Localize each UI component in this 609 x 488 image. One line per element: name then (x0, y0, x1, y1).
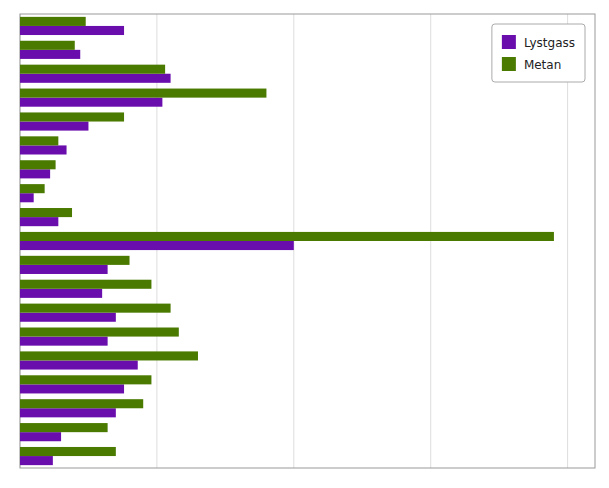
bar (20, 360, 138, 369)
bar (20, 112, 124, 121)
bar (20, 169, 50, 178)
bar (20, 217, 58, 226)
bar (20, 327, 179, 336)
plot-frame (20, 14, 595, 468)
bar (20, 232, 554, 241)
bar (20, 65, 165, 74)
bar (20, 26, 124, 35)
bar (20, 41, 75, 50)
bar (20, 184, 45, 193)
bar (20, 289, 102, 298)
legend-swatch (502, 35, 516, 49)
bar (20, 193, 34, 202)
bar (20, 432, 61, 441)
legend-label: Lystgass (524, 36, 575, 50)
bar (20, 304, 171, 313)
bar (20, 265, 108, 274)
bar (20, 50, 80, 59)
bar (20, 423, 108, 432)
bar (20, 160, 56, 169)
bar (20, 122, 88, 131)
legend-label: Metan (524, 58, 561, 72)
bar (20, 98, 162, 107)
bar (20, 136, 58, 145)
bar (20, 74, 171, 83)
bar (20, 256, 130, 265)
bar (20, 399, 143, 408)
bar (20, 351, 198, 360)
bar (20, 375, 151, 384)
chart: Lystgass Metan (0, 0, 609, 488)
bar (20, 241, 294, 250)
bar (20, 447, 116, 456)
bar (20, 145, 67, 154)
bars (20, 17, 554, 465)
bar (20, 208, 72, 217)
bar (20, 408, 116, 417)
bar (20, 456, 53, 465)
bar (20, 17, 86, 26)
grid (20, 14, 568, 468)
bar (20, 337, 108, 346)
legend: Lystgass Metan (492, 24, 585, 82)
bar (20, 280, 151, 289)
bar (20, 384, 124, 393)
legend-swatch (502, 57, 516, 71)
legend-box (492, 24, 585, 82)
chart-container: Lystgass Metan (0, 0, 609, 488)
bar (20, 89, 266, 98)
plot-area (20, 14, 595, 468)
bar (20, 313, 116, 322)
